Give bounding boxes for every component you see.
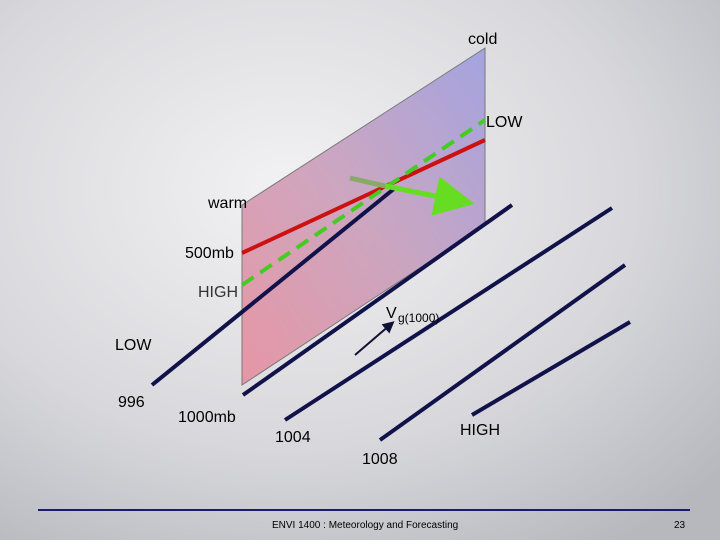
isobar: [150, 186, 397, 387]
isobar: [241, 203, 514, 397]
label: LOW: [115, 337, 152, 354]
thickness-line: [241, 138, 486, 255]
vg-arrow: [354, 321, 395, 356]
label: 1004: [275, 429, 311, 446]
wind-arrow: [384, 176, 475, 216]
wind-tail: [349, 175, 386, 189]
isobar: [283, 206, 614, 422]
label: 500mb: [185, 245, 234, 262]
footer-text: ENVI 1400 : Meteorology and Forecasting: [272, 520, 458, 531]
label: HIGH: [460, 422, 500, 439]
label: LOW: [486, 114, 523, 131]
label: HIGH: [198, 284, 238, 301]
page-number: 23: [674, 520, 686, 531]
isobar: [470, 320, 632, 417]
label: 1000mb: [178, 409, 236, 426]
label: 996: [118, 394, 145, 411]
label: g(1000): [398, 311, 439, 325]
dashed-contour: [240, 118, 487, 287]
isobars: [150, 186, 632, 442]
label: cold: [468, 31, 497, 48]
label: 1008: [362, 451, 398, 468]
isobar: [378, 263, 627, 442]
label: V: [386, 305, 397, 322]
label: warm: [207, 195, 247, 212]
